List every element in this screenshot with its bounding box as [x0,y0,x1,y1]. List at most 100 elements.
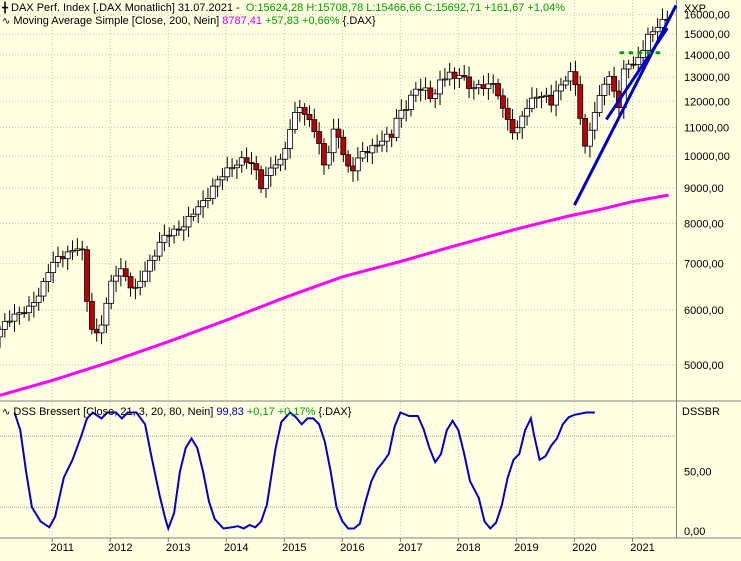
candle [345,150,352,173]
dss-bressert-line [13,411,595,532]
candle [466,66,472,99]
candle [122,260,129,282]
candle [587,122,593,158]
legend-text: DSS Bressert [Close, 21, 3, 20, 80, Nein… [13,406,214,418]
candle-body [84,249,90,302]
time-tick-label: 2018 [456,542,480,554]
line-icon: ∿ [2,16,11,27]
candle [243,147,250,169]
candle-body [1,321,8,330]
candle-body [519,115,526,129]
candle [519,111,526,139]
candle-body [234,164,240,169]
candle-body [364,151,371,154]
time-tick-label: 2016 [340,542,364,554]
candle-body [591,112,598,131]
candle [504,97,511,131]
candle [514,120,521,140]
time-tick-label: 2015 [282,542,306,554]
candle-body [330,128,337,154]
candle-body [340,136,347,156]
candle-body [509,119,516,134]
candle-body [16,312,23,315]
candle-body [379,140,385,146]
candle [209,178,216,205]
legend-text: +0,17 +0,17% [246,406,316,418]
candle [190,208,197,221]
candle [26,296,32,322]
candle [495,78,501,100]
candle-body [475,84,482,89]
candle-body [282,148,289,160]
candle-body [485,83,492,90]
candle [234,159,240,180]
candle-body [166,234,173,237]
candle-body [437,79,443,95]
candle-body [369,145,376,154]
candle-body [533,96,540,99]
candle-body [108,280,115,304]
candle [625,59,632,79]
candle [325,145,332,170]
candle-body [441,78,448,81]
candle-body [142,270,148,282]
candle-body [238,157,245,166]
candle [272,155,279,176]
candle-body [263,175,269,190]
legend-text: 8787,41 [222,15,263,27]
candle-body [11,313,18,322]
candle-body [209,185,216,199]
candle-body [354,157,361,172]
candle-body [301,107,308,115]
candle-icon: ╋ [2,3,9,14]
candle [1,313,8,338]
price-tick-label: 10000,00 [684,151,730,163]
candle-body [587,129,593,147]
candle-body [451,71,458,79]
time-tick-label: 2021 [630,542,654,554]
time-tick-label: 2011 [50,542,74,554]
candle [441,68,448,87]
candle-body [548,94,555,106]
candle [485,73,492,100]
candle [132,278,139,300]
indicator-tick-label: 50,00 [684,467,712,479]
candle-body [480,84,487,90]
candle-body [403,109,410,111]
time-tick-label: 2014 [224,542,248,554]
candle [127,272,134,297]
candle [330,118,337,163]
candle-body [635,56,642,65]
candle [224,156,231,182]
candle-body [195,206,202,215]
candle-body [466,76,472,89]
price-tick-label: 15000,00 [684,29,730,41]
candle [509,108,516,140]
candle [6,310,13,327]
candle-body [171,228,177,237]
candle [205,187,211,209]
candle-body [388,133,395,138]
candle [393,109,400,142]
legend-line: ∿ DSS Bressert [Close, 21, 3, 20, 80, Nei… [2,406,354,419]
candle-body [248,162,255,165]
candle-body [35,295,42,303]
candle-body [456,75,463,79]
candle-body [321,143,327,166]
candle [611,66,618,98]
candle [524,99,530,126]
candle [151,249,158,271]
candle [258,165,265,194]
candle-body [122,268,129,277]
candle-body [243,157,250,163]
price-tick-label: 5000,00 [684,360,724,372]
candle-body [151,255,158,261]
candle-body [64,251,71,260]
candle-body [127,276,134,289]
candle-body [504,107,511,120]
candle [248,151,255,175]
candle-body [470,87,477,90]
candle-body [272,164,279,169]
candle-body [88,301,95,330]
